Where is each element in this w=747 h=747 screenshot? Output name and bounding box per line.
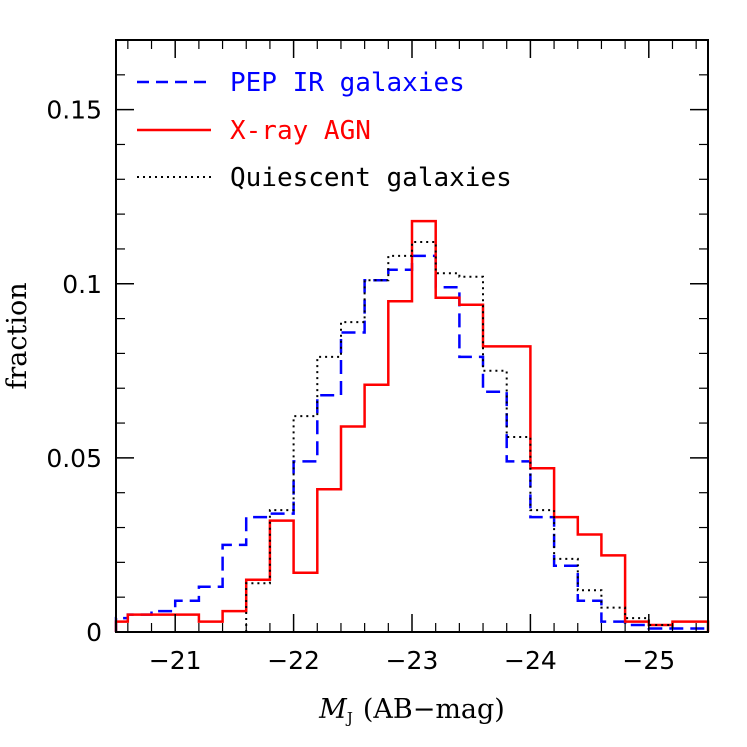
legend-label-2: Quiescent galaxies	[230, 163, 512, 193]
x-axis-label: MJ (AB−mag)	[318, 694, 505, 727]
x-tick-label: −24	[504, 646, 557, 675]
x-tick-label: −25	[622, 646, 675, 675]
series-layer	[114, 219, 710, 632]
series-line-1	[114, 219, 710, 632]
y-tick-label: 0.05	[46, 444, 102, 473]
legend-label-0: PEP IR galaxies	[230, 68, 465, 98]
x-tick-label: −23	[386, 646, 439, 675]
y-tick-label: 0.1	[62, 270, 102, 299]
y-axis-label: fraction	[2, 282, 33, 389]
y-tick-label: 0	[86, 618, 102, 647]
series-line-2	[245, 241, 674, 632]
x-axis-label-subscript: J	[345, 709, 353, 727]
legend: PEP IR galaxies X-ray AGN Quiescent galaxi…	[137, 68, 512, 193]
x-tick-label: −21	[149, 646, 202, 675]
y-tick-label: 0.15	[46, 96, 102, 125]
x-tick-label: −22	[267, 646, 320, 675]
ticks-layer: −21 −22 −23 −24 −25 0 0.05 0.1 0.15	[46, 39, 708, 675]
legend-label-1: X-ray AGN	[230, 116, 371, 146]
plot-frame	[115, 39, 709, 633]
x-axis-label-rest: (AB−mag)	[363, 694, 505, 725]
x-axis-label-symbol: M	[318, 694, 348, 725]
